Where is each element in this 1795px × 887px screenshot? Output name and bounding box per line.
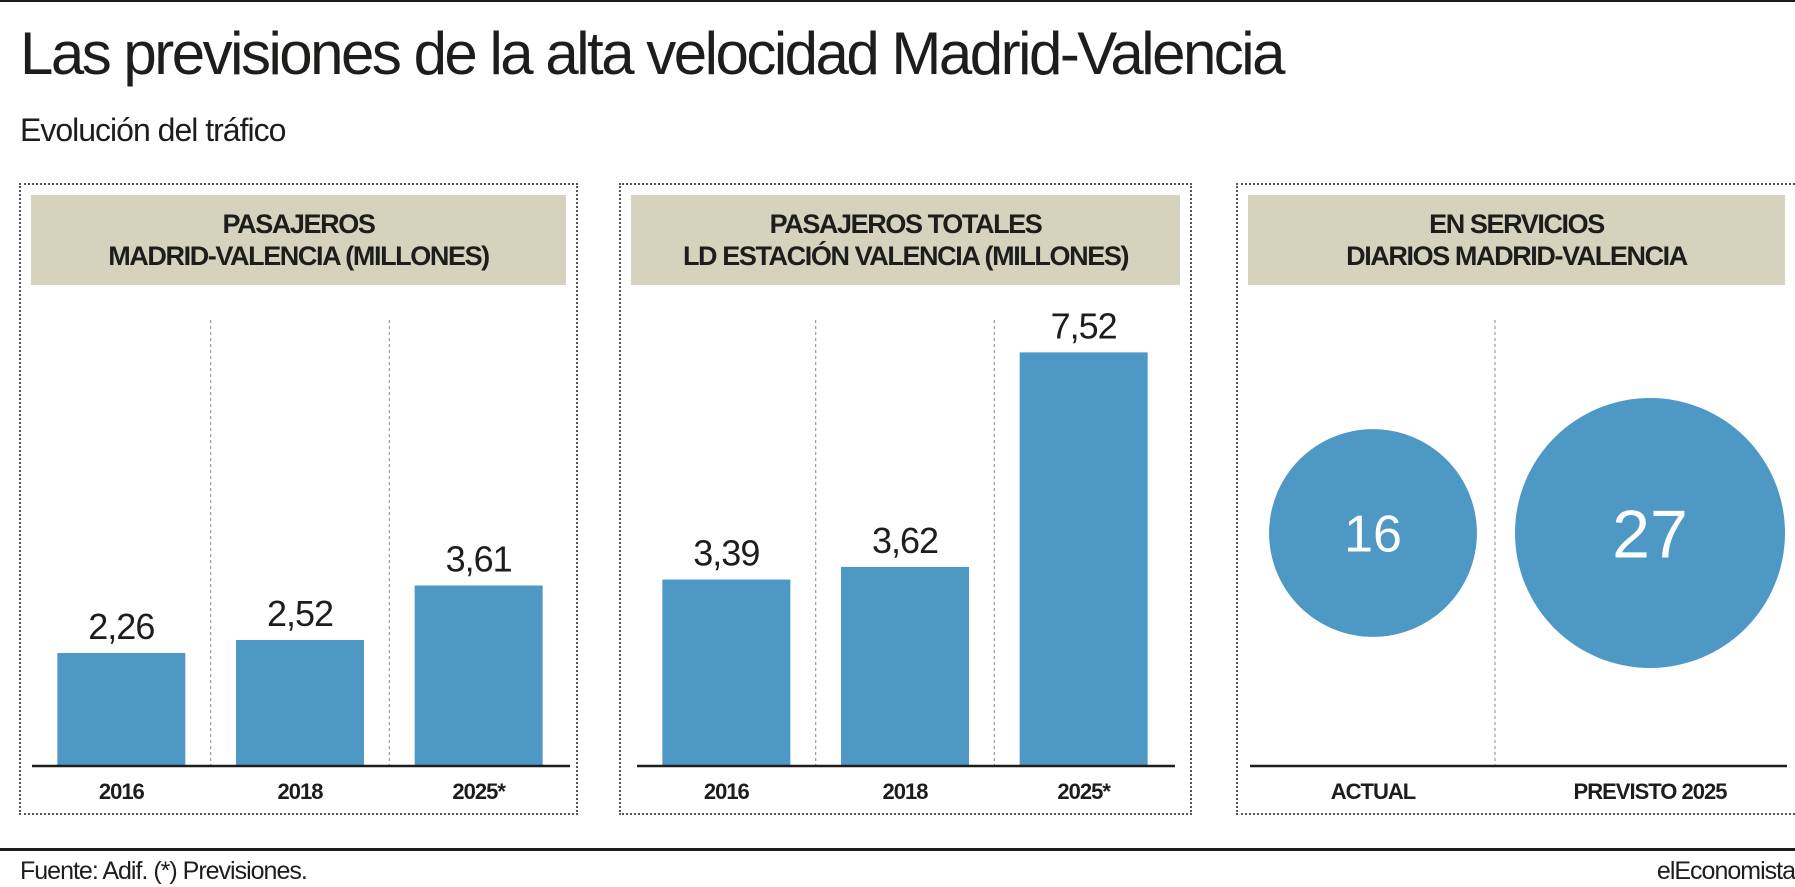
panel-total-passengers-valencia: PASAJEROS TOTALES LD ESTACIÓN VALENCIA (… [619,183,1192,815]
panel-title-line-2: MADRID-VALENCIA (MILLONES) [108,241,490,271]
x-tick-label: ACTUAL [1331,779,1416,804]
bar [414,585,543,766]
panel-header: PASAJEROS TOTALES LD ESTACIÓN VALENCIA (… [631,195,1180,285]
x-tick-label: 2018 [883,779,929,804]
panel-header: EN SERVICIOS DIARIOS MADRID-VALENCIA [1248,195,1785,285]
bar [841,566,969,766]
panel-header: PASAJEROS MADRID-VALENCIA (MILLONES) [31,195,566,285]
x-tick-label: 2018 [278,779,324,804]
panel-title-line-2: LD ESTACIÓN VALENCIA (MILLONES) [682,241,1129,271]
bottom-rule [0,848,1795,851]
top-rule [0,0,1795,2]
bar-value-label: 3,39 [693,533,759,574]
panel-title-line-1: EN SERVICIOS [1429,209,1605,239]
x-tick-label: 2025* [1057,779,1111,804]
page-subtitle: Evolución del tráfico [20,112,286,148]
bubble-chart: 16 ACTUAL 27 PREVISTO 2025 [1250,320,1787,804]
bar-value-label: 2,26 [88,606,154,647]
bar [1019,352,1148,766]
bar-value-label: 7,52 [1051,305,1117,346]
bubble [1515,398,1785,668]
bar-value-label: 3,61 [446,539,512,580]
bar-chart: 2,26 2016 2,52 2018 3,61 2025* [32,320,570,804]
bar [57,653,186,766]
bar-chart: 3,39 2016 3,62 2018 7,52 2025* [637,305,1175,804]
bubble [1269,429,1477,637]
bubble-value-label: 27 [1612,496,1688,572]
bar-value-label: 3,62 [872,520,938,561]
panel-title-line-1: PASAJEROS TOTALES [769,209,1043,239]
page-title: Las previsiones de la alta velocidad Mad… [20,20,1286,87]
bar [236,640,364,766]
source-note: Fuente: Adif. (*) Previsiones. [20,857,308,885]
x-tick-label: 2016 [99,779,145,804]
panel-title-line-2: DIARIOS MADRID-VALENCIA [1346,241,1688,271]
bar-value-label: 2,52 [267,593,333,634]
x-tick-label: 2016 [704,779,750,804]
panel-daily-services: EN SERVICIOS DIARIOS MADRID-VALENCIA 16 A… [1236,183,1795,815]
panel-passengers-madrid-valencia: PASAJEROS MADRID-VALENCIA (MILLONES) 2,2… [19,183,578,815]
x-tick-label: PREVISTO 2025 [1574,779,1728,804]
bubble-value-label: 16 [1344,506,1402,564]
panel-title-line-1: PASAJEROS [222,209,376,239]
bar [662,579,791,766]
brand-logo-text: elEconomista [1656,857,1795,885]
x-tick-label: 2025* [452,779,506,804]
